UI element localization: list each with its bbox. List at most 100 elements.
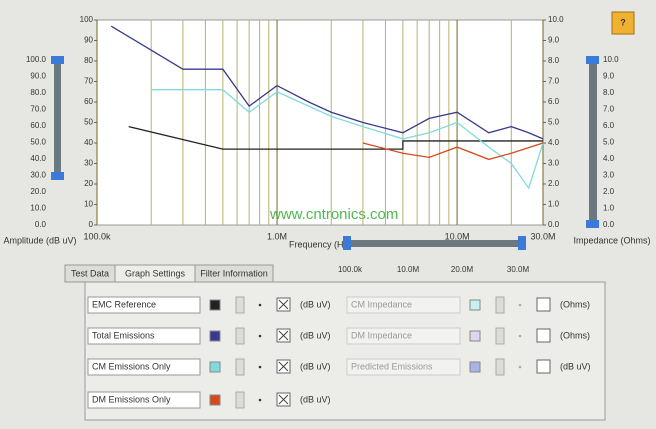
color-swatch[interactable] [209,330,221,342]
slider-label: 60.0 [30,121,46,130]
y2-tick-label: 9.0 [548,36,560,45]
y-tick-label: 100 [80,15,94,24]
tab[interactable] [194,264,274,283]
color-swatch[interactable] [469,361,481,373]
trace-name-field[interactable] [87,296,201,314]
spinner[interactable] [235,327,245,345]
imp-title: Impedance (Ohms) [573,235,650,245]
color-swatch[interactable] [469,330,481,342]
unit-label: (dB uV) [300,361,331,371]
color-swatch[interactable] [209,394,221,406]
checkbox[interactable] [536,297,551,312]
freq-slider-handle[interactable] [518,236,526,250]
spinner[interactable] [235,358,245,376]
dot [258,334,262,338]
trace-name: DM Emissions Only [92,394,171,404]
freq-slider-label: 20.0M [451,265,474,274]
color-swatch[interactable] [469,299,481,311]
slider-label: 40.0 [30,154,46,163]
x-tick-label: 30.0M [530,231,555,241]
y2-tick-label: 5.0 [548,118,560,127]
unit-label: (dB uV) [300,299,331,309]
trace-name-field[interactable] [87,327,201,345]
help-button[interactable] [611,11,635,35]
unit-label: (dB uV) [560,361,591,371]
dot [258,365,262,369]
imp-name-field[interactable] [346,327,461,345]
slider-label: 3.0 [603,171,615,180]
y2-tick-label: 4.0 [548,138,560,147]
imp-slider-track [589,62,597,224]
freq-slider-label: 10.0M [397,265,420,274]
y2-tick-label: 0.0 [548,220,560,229]
dot [518,365,522,369]
spinner[interactable] [495,358,505,376]
slider-label: 8.0 [603,88,615,97]
dot [518,334,522,338]
spinner[interactable] [235,296,245,314]
y-tick-label: 20 [84,179,93,188]
y-tick-label: 90 [84,36,93,45]
y-tick-label: 30 [84,159,93,168]
y-tick-label: 0 [89,220,94,229]
slider-label: 100.0 [26,55,47,64]
slider-label: 80.0 [30,88,46,97]
y2-tick-label: 7.0 [548,77,560,86]
trace-name: Total Emissions [92,330,155,340]
unit-label: (Ohms) [560,299,590,309]
trace-name-field[interactable] [87,358,201,376]
slider-label: 20.0 [30,187,46,196]
amp-slider-handle[interactable] [51,56,64,64]
slider-label: 0.0 [603,220,615,229]
imp-name: CM Impedance [351,299,412,309]
spinner[interactable] [235,391,245,409]
color-swatch[interactable] [209,361,221,373]
imp-name-field[interactable] [346,296,461,314]
tab-label: Test Data [71,268,109,278]
tab-label: Filter Information [200,268,268,278]
slider-label: 7.0 [603,105,615,114]
slider-label: 30.0 [30,171,46,180]
freq-slider-handle[interactable] [343,236,351,250]
trace [110,25,544,140]
trace-name: CM Emissions Only [92,361,171,371]
y2-tick-label: 2.0 [548,179,560,188]
imp-name: Predicted Emissions [351,361,433,371]
amp-title: Amplitude (dB uV) [3,235,76,245]
slider-label: 2.0 [603,187,615,196]
y-tick-label: 10 [84,200,93,209]
amp-slider-handle[interactable] [51,172,64,180]
y2-tick-label: 3.0 [548,159,560,168]
unit-label: (dB uV) [300,330,331,340]
y2-tick-label: 6.0 [548,97,560,106]
color-swatch[interactable] [209,299,221,311]
imp-slider-handle[interactable] [586,56,599,64]
imp-name: DM Impedance [351,330,412,340]
check-mark [278,394,289,405]
imp-slider-handle[interactable] [586,220,599,228]
checkbox[interactable] [536,328,551,343]
unit-label: (Ohms) [560,330,590,340]
y-tick-label: 60 [84,97,93,106]
spinner[interactable] [495,327,505,345]
amp-slider-track [54,62,61,178]
plot-area [96,19,544,226]
dot [258,303,262,307]
trace-name-field[interactable] [87,391,201,409]
imp-name-field[interactable] [346,358,461,376]
help-label: ? [620,17,626,27]
spinner[interactable] [495,296,505,314]
dot [518,303,522,307]
y2-tick-label: 1.0 [548,200,560,209]
freq-slider-label: 100.0k [338,265,363,274]
dot [258,398,262,402]
slider-label: 5.0 [603,138,615,147]
checkbox[interactable] [536,359,551,374]
trace-name: EMC Reference [92,299,156,309]
slider-label: 1.0 [603,204,615,213]
y-tick-label: 40 [84,138,93,147]
y-tick-label: 70 [84,77,93,86]
y2-tick-label: 8.0 [548,56,560,65]
slider-label: 90.0 [30,72,46,81]
